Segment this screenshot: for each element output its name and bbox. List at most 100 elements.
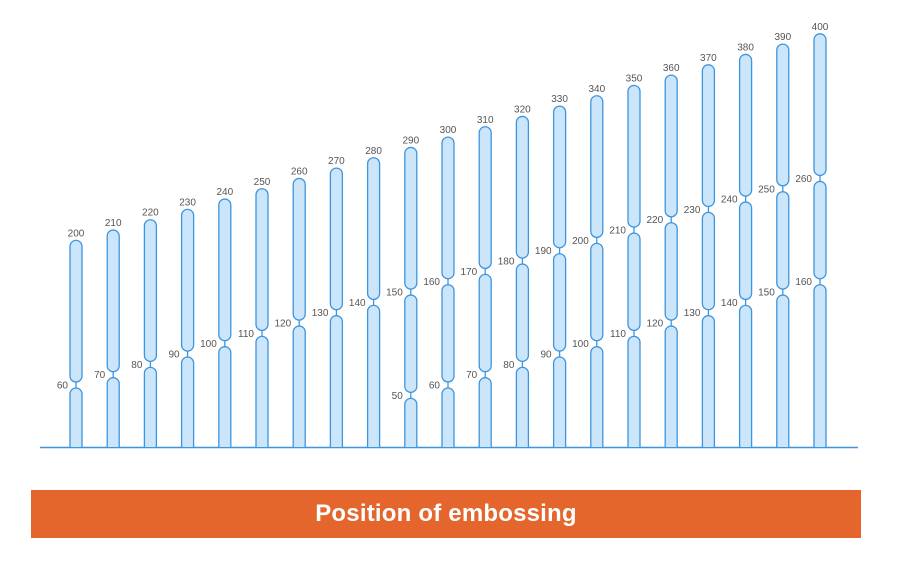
tube-segment-bottom <box>552 356 567 447</box>
top-height-label: 240 <box>216 187 233 198</box>
joint-height-label: 160 <box>423 277 440 288</box>
top-height-label: 310 <box>477 115 494 126</box>
column: 250 110 <box>238 177 271 447</box>
embossing-diagram: 200 60 210 70 220 80 230 90 240 100 250 110 260 120 27… <box>40 22 858 449</box>
column: 320 180 80 <box>498 104 531 447</box>
tube-segment-bottom <box>478 377 492 447</box>
tube-segment-top <box>143 219 158 363</box>
top-height-label: 270 <box>328 156 345 167</box>
joint-height-label: 120 <box>275 319 292 330</box>
tube-segment-bottom <box>292 325 306 447</box>
top-height-label: 390 <box>774 32 791 43</box>
tube-segment-top <box>329 167 344 311</box>
tube-segment-middle <box>776 191 790 290</box>
tube-segment-top <box>590 95 604 239</box>
tube-segment-middle <box>441 284 455 383</box>
tube-segment-top <box>180 208 195 352</box>
tube-segment-middle <box>664 222 678 321</box>
joint-height-label: 230 <box>684 205 701 216</box>
column: 200 60 <box>57 228 85 447</box>
joint-height-label: 120 <box>647 319 664 330</box>
top-height-label: 300 <box>440 125 457 136</box>
column: 230 90 <box>168 197 196 447</box>
tube-segment-top <box>813 33 827 177</box>
joint-height-label: 100 <box>572 339 589 350</box>
tube-segment-bottom <box>180 356 195 447</box>
top-height-label: 220 <box>142 208 159 219</box>
column: 400 260 160 <box>795 22 829 447</box>
tube-segment-bottom <box>738 304 753 447</box>
tube-segment-middle <box>701 211 716 311</box>
top-height-label: 230 <box>179 197 196 208</box>
joint-height-label: 210 <box>609 226 626 237</box>
top-height-label: 340 <box>588 84 605 95</box>
top-height-label: 330 <box>551 94 568 105</box>
tube-segment-bottom <box>590 346 604 447</box>
joint-height-label: 150 <box>386 288 403 299</box>
column: 390 250 150 <box>758 32 792 447</box>
top-height-label: 400 <box>812 22 829 33</box>
tube-segment-bottom <box>143 366 158 447</box>
top-height-label: 360 <box>663 63 680 74</box>
tube-segment-top <box>106 229 120 373</box>
joint-height-label: 260 <box>795 174 812 185</box>
tube-segment-top <box>627 84 641 228</box>
joint-height-label: 80 <box>503 360 515 371</box>
joint-height-label: 110 <box>238 329 254 340</box>
top-height-label: 370 <box>700 53 717 64</box>
column: 380 240 140 <box>721 42 754 447</box>
joint-height-label: 90 <box>540 350 552 361</box>
joint-height-label: 190 <box>535 246 552 257</box>
column: 340 200 100 <box>572 84 606 447</box>
tube-segment-top <box>701 64 716 208</box>
tube-segment-top <box>441 136 455 280</box>
tube-segment-middle <box>515 263 530 363</box>
tube-segment-top <box>69 239 83 383</box>
tube-segment-top <box>552 105 567 249</box>
joint-height-label: 240 <box>721 195 738 206</box>
tube-segment-bottom <box>255 335 269 447</box>
tube-segment-bottom <box>106 377 120 447</box>
joint-height-label: 130 <box>684 308 701 319</box>
top-height-label: 320 <box>514 104 531 115</box>
tube-segment-middle <box>478 273 492 373</box>
tube-segment-middle <box>552 253 567 352</box>
joint-height-label: 100 <box>200 339 217 350</box>
joint-height-label: 50 <box>392 391 404 402</box>
top-height-label: 380 <box>737 42 754 53</box>
column: 280 140 <box>349 146 382 447</box>
joint-height-label: 250 <box>758 184 775 195</box>
top-height-label: 200 <box>68 228 85 239</box>
tube-segment-top <box>776 43 790 187</box>
top-height-label: 250 <box>254 177 271 188</box>
joint-height-label: 140 <box>349 298 366 309</box>
embossing-banner: Position of embossing <box>31 490 861 538</box>
tube-segment-bottom <box>627 335 641 447</box>
top-height-label: 260 <box>291 166 308 177</box>
tube-segment-bottom <box>813 284 827 447</box>
tube-segment-top <box>515 115 530 259</box>
tube-segment-middle <box>404 294 418 393</box>
joint-height-label: 110 <box>610 329 626 340</box>
tube-segment-top <box>366 157 381 301</box>
joint-height-label: 90 <box>168 350 180 361</box>
joint-height-label: 60 <box>57 381 69 392</box>
tube-segment-middle <box>738 201 753 301</box>
joint-height-label: 220 <box>647 215 664 226</box>
joint-height-label: 140 <box>721 298 738 309</box>
joint-height-label: 130 <box>312 308 329 319</box>
top-height-label: 210 <box>105 218 122 229</box>
tube-segment-bottom <box>776 294 790 447</box>
tube-segment-top <box>404 146 418 290</box>
tube-segment-bottom <box>441 387 455 447</box>
tube-segment-top <box>292 177 306 321</box>
tube-segment-bottom <box>404 397 418 447</box>
tube-segment-middle <box>813 180 827 280</box>
column: 270 130 <box>312 156 345 447</box>
column: 290 150 50 <box>386 135 420 447</box>
top-height-label: 350 <box>626 73 643 84</box>
column: 260 120 <box>275 166 308 447</box>
column: 210 70 <box>94 218 122 447</box>
column: 370 230 130 <box>684 53 717 447</box>
column: 240 100 <box>200 187 234 447</box>
